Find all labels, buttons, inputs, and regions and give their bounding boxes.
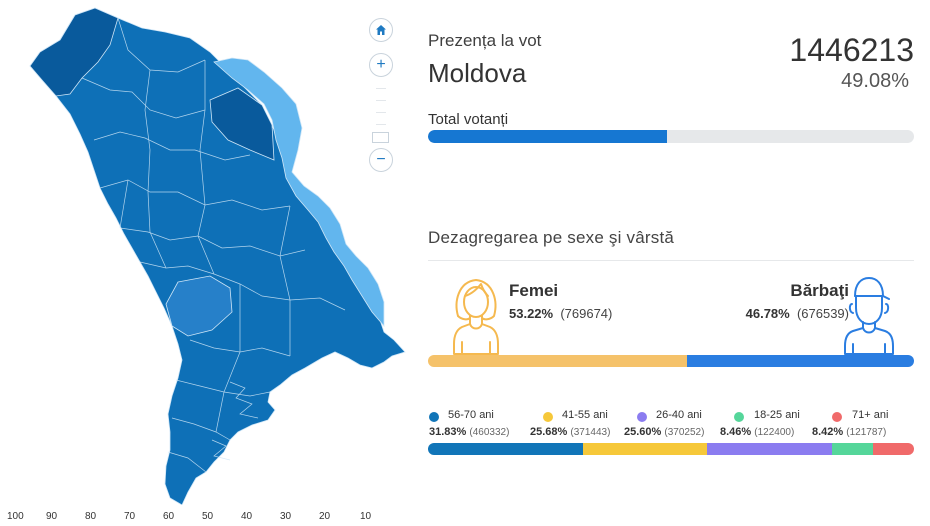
age-group-name: 18-25 ani — [754, 409, 800, 421]
zoom-slider-tick — [376, 124, 386, 125]
legend-dot-icon — [637, 412, 647, 422]
panel-title: Prezența la vot — [428, 31, 542, 50]
age-split-bar — [428, 443, 914, 455]
zoom-slider-handle[interactable] — [372, 132, 389, 143]
age-group-count: (370252) — [664, 427, 705, 438]
scale-label: 80 — [85, 511, 97, 522]
legend-dot-icon — [429, 412, 439, 422]
color-scale-legend: 100 90 80 70 60 50 40 30 20 10 — [0, 508, 415, 526]
age-group-name: 41-55 ani — [562, 409, 608, 421]
age-group-count: (371443) — [570, 427, 611, 438]
map-raion-boundaries — [81, 17, 346, 473]
total-votes: 1446213 — [789, 32, 914, 68]
scale-label: 60 — [163, 511, 175, 522]
age-group-name: 56-70 ani — [448, 409, 494, 421]
section-divider — [428, 260, 914, 261]
age-group-percent: 8.42% — [812, 426, 844, 438]
age-group-stat: 25.60% (370252) — [624, 426, 704, 438]
male-percent: 46.78% — [745, 306, 790, 321]
age-group-count: (460332) — [469, 427, 510, 438]
female-icon — [453, 279, 499, 355]
scale-label: 50 — [202, 511, 214, 522]
turnout-progress-fill — [428, 130, 667, 143]
demographics-title: Dezagregarea pe sexe şi vârstă — [428, 228, 675, 247]
age-group-percent: 25.60% — [624, 426, 662, 438]
scale-label: 30 — [280, 511, 292, 522]
scale-label: 10 — [360, 511, 372, 522]
male-icon — [844, 277, 894, 355]
scale-label: 90 — [46, 511, 58, 522]
total-turnout-percent: 49.08% — [841, 70, 909, 92]
gender-split-bar — [428, 355, 914, 367]
age-group-name: 71+ ani — [852, 409, 889, 421]
map-region-center-light[interactable] — [165, 275, 233, 337]
map-region-transnistria[interactable] — [213, 57, 385, 328]
legend-dot-icon — [543, 412, 553, 422]
legend-dot-icon — [734, 412, 744, 422]
age-group-count: (121787) — [846, 427, 887, 438]
scale-label: 40 — [241, 511, 253, 522]
age-bar-segment[interactable] — [428, 443, 583, 455]
zoom-slider-tick — [376, 112, 386, 113]
age-bar-segment[interactable] — [582, 443, 708, 455]
gender-bar-male[interactable] — [686, 355, 914, 367]
scale-label: 100 — [7, 511, 24, 522]
age-bar-segment[interactable] — [707, 443, 832, 455]
age-group-stat: 31.83% (460332) — [429, 426, 509, 438]
male-count: (676539) — [796, 306, 849, 321]
scale-label: 20 — [319, 511, 331, 522]
plus-icon: + — [376, 56, 386, 73]
female-count: (769674) — [560, 306, 613, 321]
age-group-percent: 8.46% — [720, 426, 752, 438]
age-bar-segment[interactable] — [831, 443, 873, 455]
turnout-progress-bar — [428, 130, 914, 143]
zoom-slider-tick — [376, 88, 386, 89]
age-group-stat: 8.42% (121787) — [812, 426, 886, 438]
age-group-percent: 25.68% — [530, 426, 568, 438]
map-region-east-dark[interactable] — [209, 87, 275, 161]
age-bar-segment[interactable] — [873, 443, 914, 455]
home-icon — [376, 25, 386, 35]
age-group-name: 26-40 ani — [656, 409, 702, 421]
zoom-in-button[interactable]: + — [369, 53, 393, 77]
age-group-count: (122400) — [754, 427, 795, 438]
turnout-bar-label: Total votanți — [428, 111, 509, 128]
moldova-map[interactable] — [0, 0, 415, 505]
gender-bar-female[interactable] — [428, 355, 687, 367]
age-group-percent: 31.83% — [429, 426, 467, 438]
info-panel: Prezența la vot Moldova 1446213 49.08% T… — [415, 0, 930, 526]
age-group-stat: 8.46% (122400) — [720, 426, 794, 438]
legend-dot-icon — [832, 412, 842, 422]
scale-label: 70 — [124, 511, 136, 522]
minus-icon: − — [376, 151, 386, 168]
female-label: Femei — [509, 281, 559, 300]
zoom-home-button[interactable] — [369, 18, 393, 42]
map-panel[interactable]: + − 100 90 80 70 60 50 40 30 20 10 — [0, 0, 415, 526]
age-group-stat: 25.68% (371443) — [530, 426, 610, 438]
male-stat: 46.78% (676539) — [746, 306, 849, 321]
male-label: Bărbaţi — [790, 281, 849, 300]
female-percent: 53.22% — [509, 306, 554, 321]
region-name: Moldova — [428, 58, 527, 88]
zoom-out-button[interactable]: − — [369, 148, 393, 172]
zoom-slider-tick — [376, 100, 386, 101]
female-stat: 53.22% (769674) — [509, 306, 612, 321]
age-legend: 56-70 ani 31.83% (460332) 41-55 ani 25.6… — [428, 408, 914, 442]
